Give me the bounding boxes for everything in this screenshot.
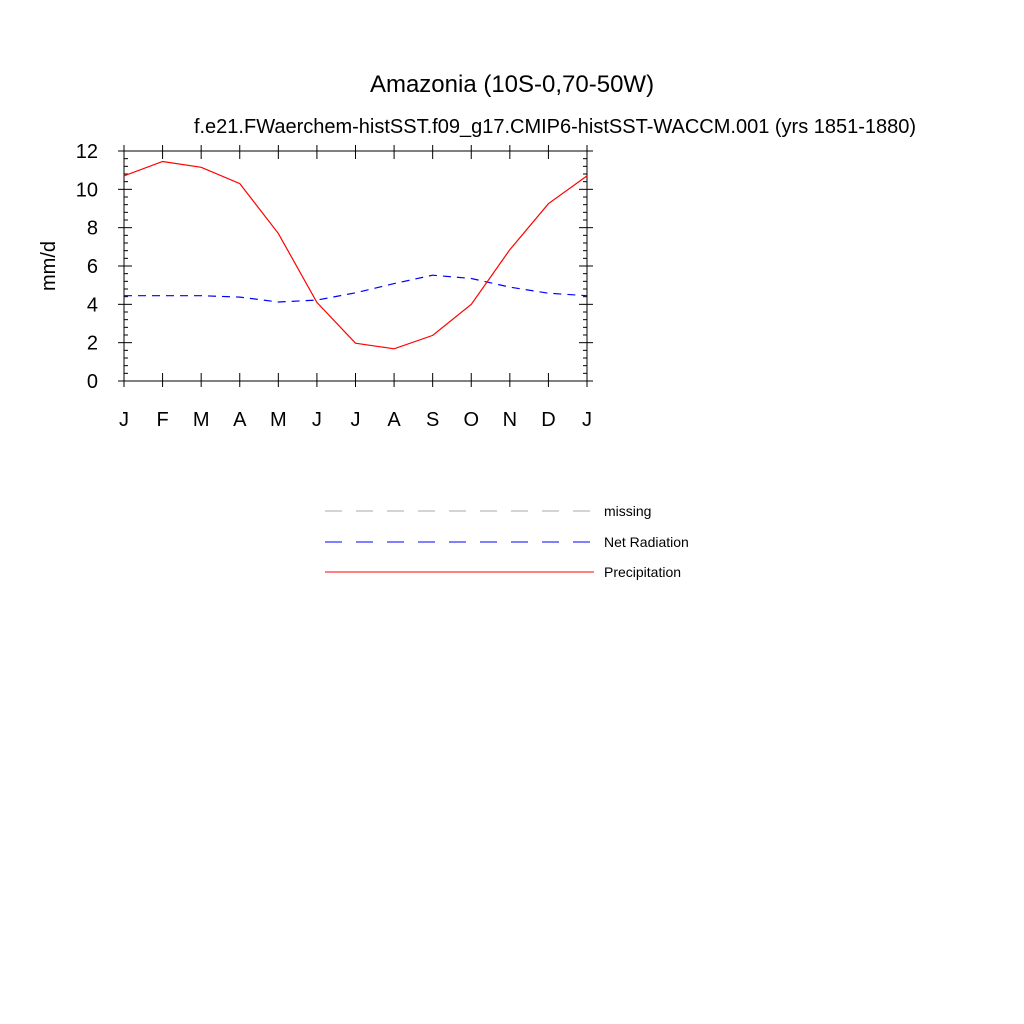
axis-ticks (118, 145, 593, 387)
x-tick-label: D (541, 409, 555, 431)
x-tick-label: J (351, 409, 361, 431)
x-tick-label: J (582, 409, 592, 431)
legend: missing Net Radiation Precipitation (325, 503, 689, 580)
y-tick-label: 10 (76, 179, 98, 201)
y-tick-label: 8 (87, 218, 98, 240)
legend-label: missing (604, 503, 651, 519)
legend-label: Precipitation (604, 564, 681, 580)
y-axis-label: mm/d (38, 241, 60, 291)
series-line (123, 160, 588, 350)
x-tick-label: M (193, 409, 210, 431)
x-tick-label: M (270, 409, 287, 431)
chart-title: Amazonia (10S-0,70-50W) (370, 71, 654, 98)
x-tick-label: J (312, 409, 322, 431)
x-tick-label: S (426, 409, 439, 431)
x-tick-label: A (387, 409, 401, 431)
y-tick-label: 6 (87, 256, 98, 278)
x-tick-label: N (503, 409, 517, 431)
x-tick-label: F (156, 409, 168, 431)
series-lines (123, 160, 588, 350)
chart-subtitle: f.e21.FWaerchem-histSST.f09_g17.CMIP6-hi… (194, 116, 916, 138)
x-tick-label: O (463, 409, 479, 431)
y-tick-label: 2 (87, 333, 98, 355)
y-tick-label: 4 (87, 294, 98, 316)
plot-area-frame (123, 150, 588, 382)
x-tick-label: A (233, 409, 247, 431)
legend-label: Net Radiation (604, 534, 689, 550)
series-line (124, 274, 588, 303)
y-tick-label: 0 (87, 371, 98, 393)
x-tick-label: J (119, 409, 129, 431)
y-tick-label: 12 (76, 141, 98, 163)
y-tick-labels: 0 2 4 6 8 10 12 (76, 141, 98, 393)
